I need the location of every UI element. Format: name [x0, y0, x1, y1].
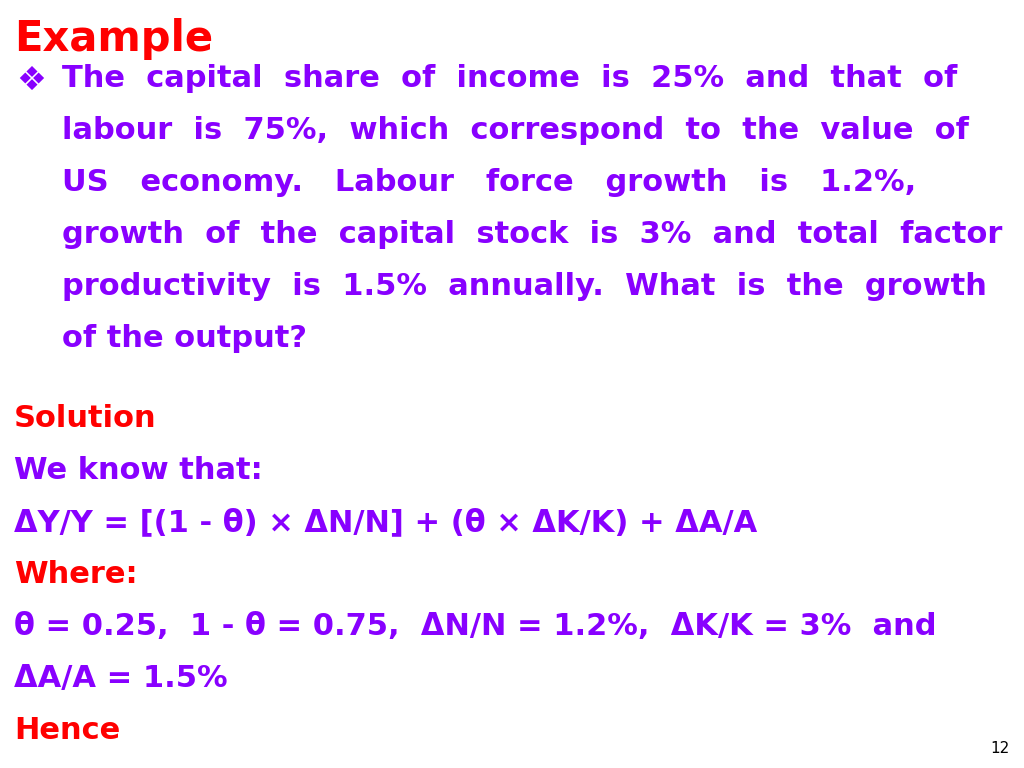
Text: The  capital  share  of  income  is  25%  and  that  of: The capital share of income is 25% and t… [62, 64, 957, 93]
Text: labour  is  75%,  which  correspond  to  the  value  of: labour is 75%, which correspond to the v… [62, 116, 969, 145]
Text: Where:: Where: [14, 560, 137, 589]
Text: 12: 12 [991, 741, 1010, 756]
Text: θ = 0.25,  1 - θ = 0.75,  ΔN/N = 1.2%,  ΔK/K = 3%  and: θ = 0.25, 1 - θ = 0.75, ΔN/N = 1.2%, ΔK/… [14, 612, 937, 641]
Text: ΔY/Y = [(1 - θ) × ΔN/N] + (θ × ΔK/K) + ΔA/A: ΔY/Y = [(1 - θ) × ΔN/N] + (θ × ΔK/K) + Δ… [14, 508, 758, 537]
Text: Example: Example [14, 18, 213, 60]
Text: Solution: Solution [14, 404, 157, 433]
Text: ❖: ❖ [16, 64, 46, 97]
Text: Hence: Hence [14, 716, 120, 745]
Text: ΔA/A = 1.5%: ΔA/A = 1.5% [14, 664, 227, 693]
Text: growth  of  the  capital  stock  is  3%  and  total  factor: growth of the capital stock is 3% and to… [62, 220, 1002, 249]
Text: We know that:: We know that: [14, 456, 263, 485]
Text: productivity  is  1.5%  annually.  What  is  the  growth: productivity is 1.5% annually. What is t… [62, 272, 987, 301]
Text: of the output?: of the output? [62, 324, 307, 353]
Text: US   economy.   Labour   force   growth   is   1.2%,: US economy. Labour force growth is 1.2%, [62, 168, 916, 197]
